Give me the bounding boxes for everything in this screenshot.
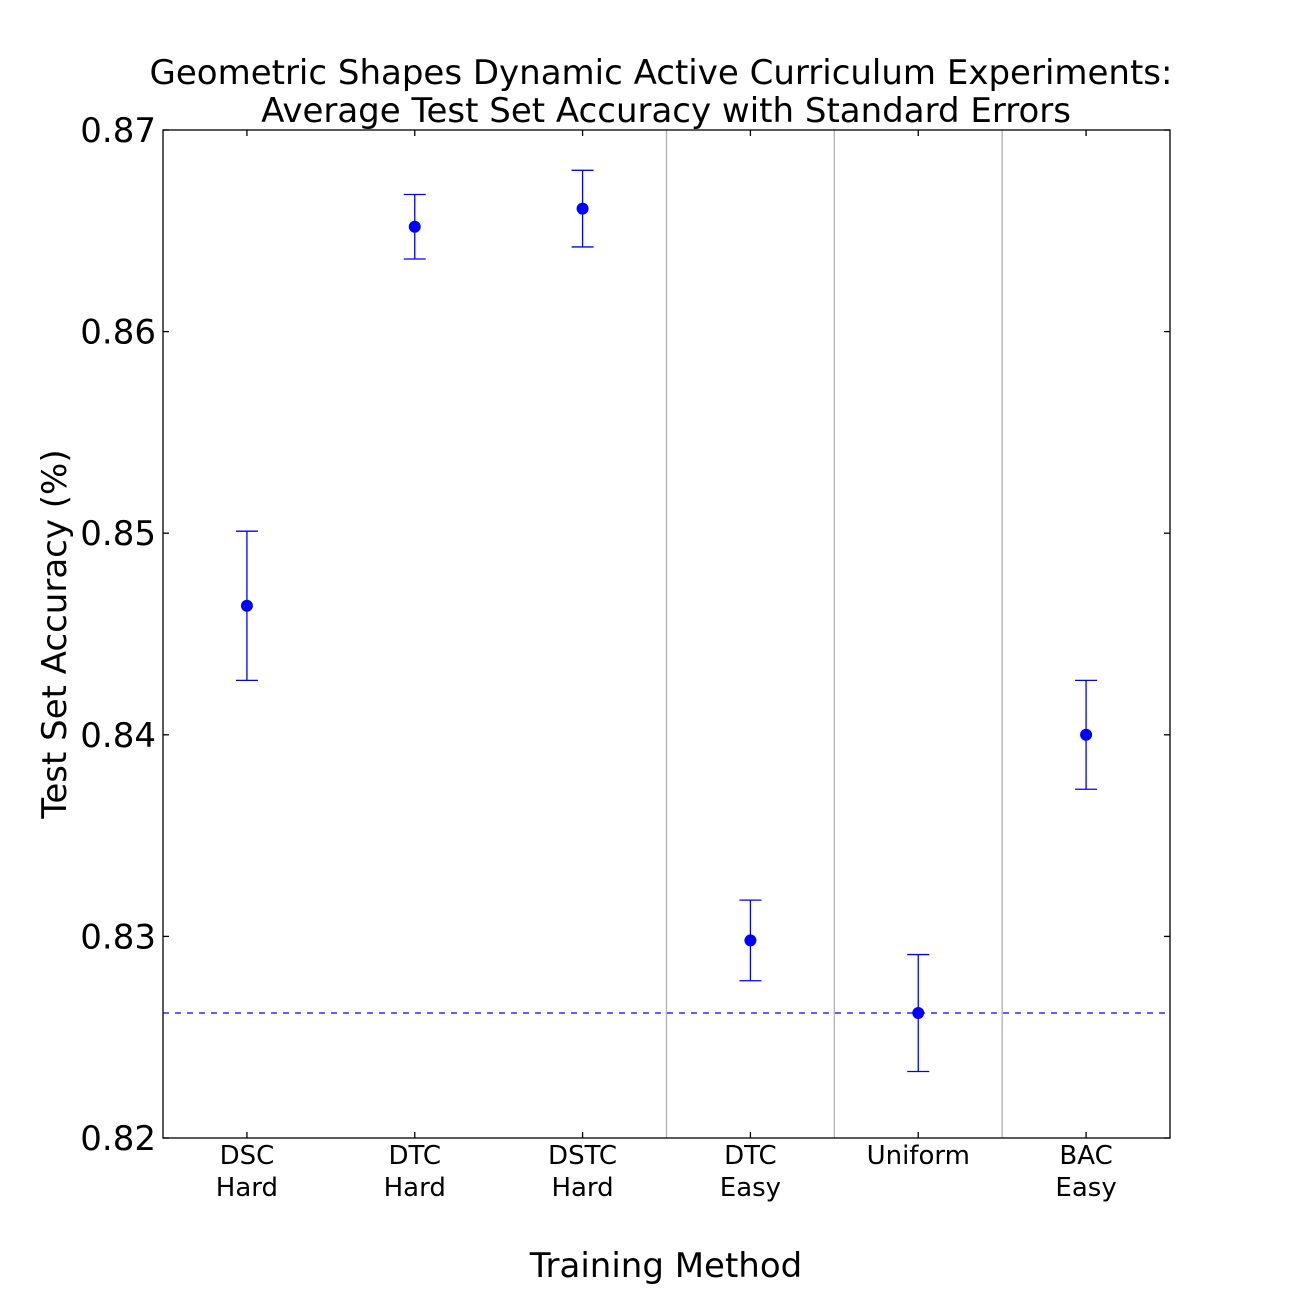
data-point-5 [912, 1007, 925, 1020]
x-tick-label: DTC [388, 1141, 441, 1171]
data-point-4 [744, 934, 757, 947]
data-points [240, 202, 1093, 1020]
y-tick-label: 0.83 [80, 917, 156, 957]
y-tick-label: 0.87 [80, 111, 156, 151]
y-tick-label: 0.82 [80, 1119, 156, 1159]
y-axis-label: Test Set Accuracy (%) [35, 449, 75, 819]
x-tick-label: Easy [1055, 1173, 1116, 1203]
x-tick-label: Easy [720, 1173, 781, 1203]
y-axis-ticks: 0.82 0.83 0.84 0.85 0.86 0.87 [80, 111, 1170, 1159]
data-point-2 [408, 220, 421, 233]
x-tick-label: Hard [384, 1173, 446, 1203]
plot-area-frame [162, 129, 1171, 1139]
x-tick-label: DSTC [548, 1141, 617, 1171]
x-tick-label: DSC [220, 1141, 275, 1171]
x-tick-label: Uniform [867, 1141, 970, 1171]
data-point-6 [1080, 728, 1093, 741]
group-separators [665, 130, 1003, 1138]
x-tick-label: Hard [551, 1173, 613, 1203]
data-point-3 [576, 202, 589, 215]
x-tick-label: Hard [216, 1173, 278, 1203]
data-point-1 [240, 599, 253, 612]
y-tick-label: 0.85 [80, 514, 156, 554]
y-tick-label: 0.86 [80, 313, 156, 353]
chart-title-line-2: Average Test Set Accuracy with Standard … [261, 91, 1071, 131]
chart-title-line-1: Geometric Shapes Dynamic Active Curricul… [150, 53, 1173, 93]
x-tick-label: BAC [1059, 1141, 1112, 1171]
x-tick-label: DTC [724, 1141, 777, 1171]
x-axis-label: Training Method [529, 1246, 802, 1286]
y-tick-label: 0.84 [80, 716, 156, 756]
